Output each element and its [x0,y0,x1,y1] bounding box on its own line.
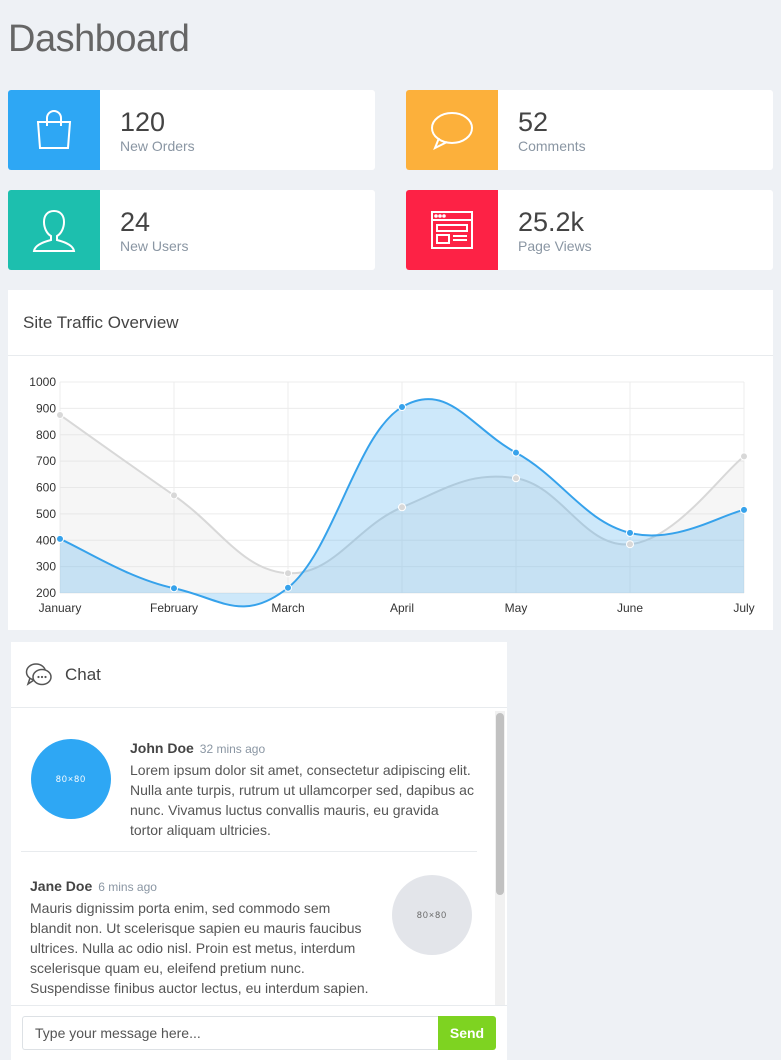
data-point [284,569,292,578]
data-point [170,584,178,593]
avatar: 80×80 [31,739,111,819]
y-tick-label: 900 [36,401,56,415]
chat-message: 80×80 John Doe 32 mins ago Lorem ipsum do… [11,709,495,853]
y-tick-label: 600 [36,481,56,495]
stat-value: 24 [120,207,151,237]
x-tick-label: May [505,601,528,615]
data-point [512,474,520,483]
data-point [512,448,520,457]
y-tick-label: 300 [36,560,56,574]
chat-scrollbar[interactable] [495,711,505,1007]
data-point [398,403,406,412]
x-tick-label: January [39,601,82,615]
stat-card-comments[interactable]: 52 Comments [406,90,773,170]
message-author: John Doe [130,740,194,756]
data-point [398,503,406,512]
data-point [284,583,292,592]
data-point [626,540,634,549]
send-button[interactable]: Send [438,1016,496,1050]
chat-bubbles-icon [25,662,53,688]
speech-bubble-icon [406,90,498,170]
message-text: Lorem ipsum dolor sit amet, consectetur … [130,762,474,838]
traffic-chart: 200 300 400 500 600 700 800 900 1000 January Febru… [29,375,754,615]
y-tick-label: 700 [36,454,56,468]
chat-message: Jane Doe 6 mins ago Mauris dignissim port… [11,853,495,1007]
stat-label: New Orders [120,138,195,154]
data-point [170,491,178,500]
y-tick-label: 200 [36,586,56,600]
chat-footer: Send [11,1005,507,1059]
message-text: Mauris dignissim porta enim, sed commodo… [30,900,369,996]
data-point [740,505,748,514]
stat-label: Comments [518,138,586,154]
user-icon [8,190,100,270]
y-tick-label: 800 [36,428,56,442]
traffic-panel: Site Traffic Overview 200 300 400 500 600 700… [8,290,773,630]
data-point [56,534,64,543]
stat-card-pageviews[interactable]: 25.2k Page Views [406,190,773,270]
y-tick-label: 500 [36,507,56,521]
traffic-panel-header: Site Traffic Overview [8,290,773,356]
message-author: Jane Doe [30,878,93,894]
chat-panel: Chat 80×80 John Doe 32 mins ago Lorem ips… [11,642,507,1060]
stat-value: 25.2k [518,207,585,237]
stat-value: 120 [120,107,166,137]
data-point [626,528,634,537]
chat-message-input[interactable] [22,1016,438,1050]
series-area [60,398,744,607]
data-point [56,410,64,419]
browser-window-icon [406,190,498,270]
chat-scrollbar-thumb[interactable] [496,713,504,895]
chat-messages[interactable]: 80×80 John Doe 32 mins ago Lorem ipsum do… [11,709,507,1007]
stat-label: Page Views [518,238,592,254]
y-tick-label: 1000 [29,375,56,389]
message-time: 32 mins ago [199,742,266,756]
x-tick-label: June [617,601,643,615]
stat-card-orders[interactable]: 120 New Orders [8,90,375,170]
x-tick-label: April [390,601,414,615]
x-tick-label: July [733,601,754,615]
stat-value: 52 [518,107,549,137]
stat-card-users[interactable]: 24 New Users [8,190,375,270]
shopping-bag-icon [8,90,100,170]
avatar: 80×80 [392,875,472,955]
y-tick-label: 400 [36,533,56,547]
traffic-title: Site Traffic Overview [23,312,179,332]
message-divider [21,851,477,852]
stat-label: New Users [120,238,189,254]
message-time: 6 mins ago [98,880,157,894]
page-title: Dashboard [8,18,190,60]
data-point [740,452,748,461]
x-tick-label: February [150,601,198,615]
x-tick-label: March [271,601,304,615]
series-area [60,414,744,593]
chat-title: Chat [65,664,101,684]
chat-panel-header: Chat [11,642,507,708]
